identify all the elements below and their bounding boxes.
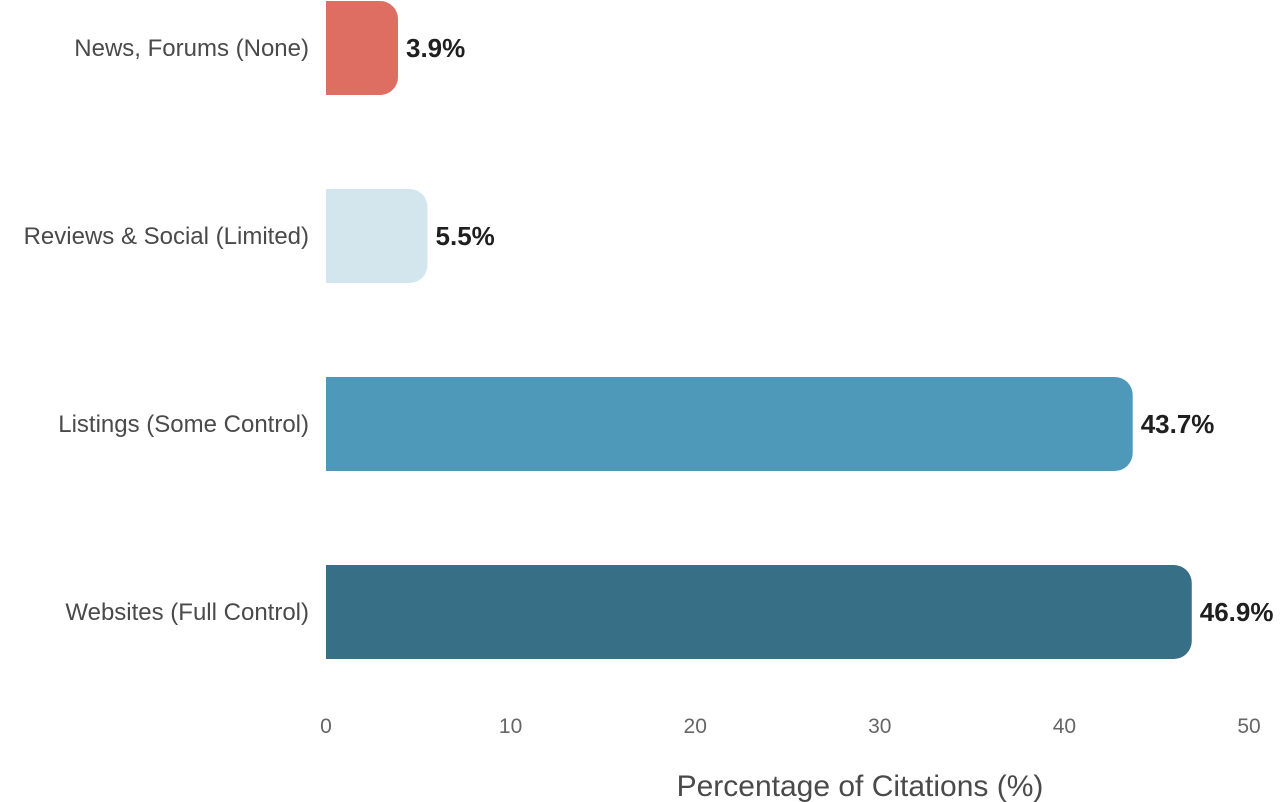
bar-2 — [326, 377, 1133, 471]
category-label-1: Reviews & Social (Limited) — [24, 223, 309, 250]
x-tick-label-1: 10 — [499, 715, 522, 738]
x-tick-label-3: 30 — [868, 715, 891, 738]
category-label-3: Websites (Full Control) — [65, 599, 309, 626]
x-axis-title: Percentage of Citations (%) — [677, 770, 1044, 802]
category-labels-group: News, Forums (None) Reviews & Social (Lim… — [24, 35, 309, 626]
x-tick-label-0: 0 — [320, 715, 332, 738]
bar-1 — [326, 189, 428, 283]
x-axis-ticks-group: 0 10 20 30 40 50 — [320, 715, 1261, 738]
value-labels-group: 3.9% 5.5% 43.7% 46.9% — [406, 33, 1274, 627]
bars-group — [326, 1, 1192, 659]
value-label-2: 43.7% — [1141, 409, 1215, 439]
category-label-2: Listings (Some Control) — [58, 411, 309, 438]
category-label-0: News, Forums (None) — [74, 35, 309, 62]
value-label-0: 3.9% — [406, 33, 465, 63]
bar-3 — [326, 565, 1192, 659]
bar-0 — [326, 1, 398, 95]
x-tick-label-2: 20 — [684, 715, 707, 738]
value-label-1: 5.5% — [436, 221, 495, 251]
value-label-3: 46.9% — [1200, 597, 1274, 627]
x-tick-label-5: 50 — [1237, 715, 1260, 738]
x-tick-label-4: 40 — [1053, 715, 1076, 738]
